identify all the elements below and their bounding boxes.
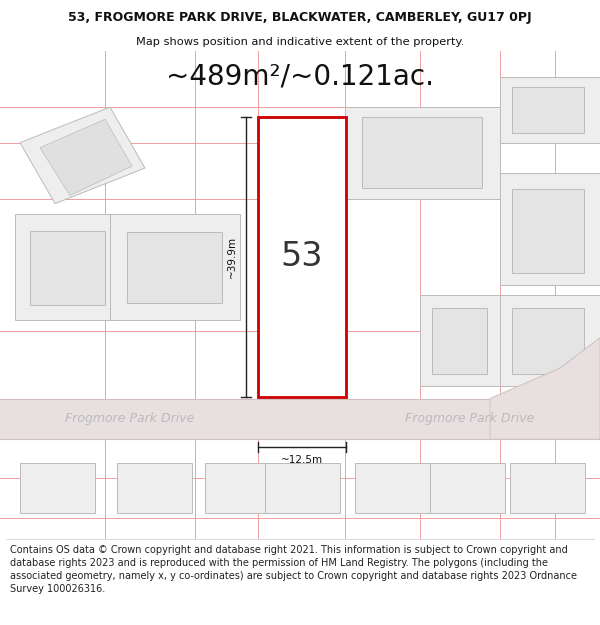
Bar (500, 173, 600, 285)
Bar (500, 77, 600, 142)
Bar (110, 214, 240, 321)
Bar (258, 118, 346, 397)
Bar (0, 399, 600, 439)
Polygon shape (40, 119, 132, 196)
Bar (345, 107, 500, 199)
Bar (512, 189, 584, 272)
Bar (127, 232, 222, 303)
Bar (512, 87, 584, 132)
Bar (117, 462, 192, 513)
Polygon shape (490, 338, 600, 439)
Bar (512, 308, 584, 374)
Bar (500, 295, 600, 386)
Bar (30, 231, 105, 305)
Bar (20, 462, 95, 513)
Text: 53, FROGMORE PARK DRIVE, BLACKWATER, CAMBERLEY, GU17 0PJ: 53, FROGMORE PARK DRIVE, BLACKWATER, CAM… (68, 11, 532, 24)
Bar (15, 214, 120, 321)
Text: ~489m²/~0.121ac.: ~489m²/~0.121ac. (166, 62, 434, 91)
Bar (420, 295, 500, 386)
Bar (430, 462, 505, 513)
Text: Frogmore Park Drive: Frogmore Park Drive (406, 412, 535, 426)
Bar (265, 462, 340, 513)
Bar (362, 118, 482, 188)
Bar (355, 462, 430, 513)
Text: Contains OS data © Crown copyright and database right 2021. This information is : Contains OS data © Crown copyright and d… (10, 545, 577, 594)
Bar (510, 462, 585, 513)
Text: ~39.9m: ~39.9m (227, 236, 237, 278)
Text: Frogmore Park Drive: Frogmore Park Drive (65, 412, 194, 426)
Text: 53: 53 (281, 241, 323, 273)
Text: Map shows position and indicative extent of the property.: Map shows position and indicative extent… (136, 37, 464, 47)
Bar (432, 308, 487, 374)
Bar (205, 462, 280, 513)
Text: ~12.5m: ~12.5m (281, 456, 323, 466)
Polygon shape (20, 107, 145, 204)
